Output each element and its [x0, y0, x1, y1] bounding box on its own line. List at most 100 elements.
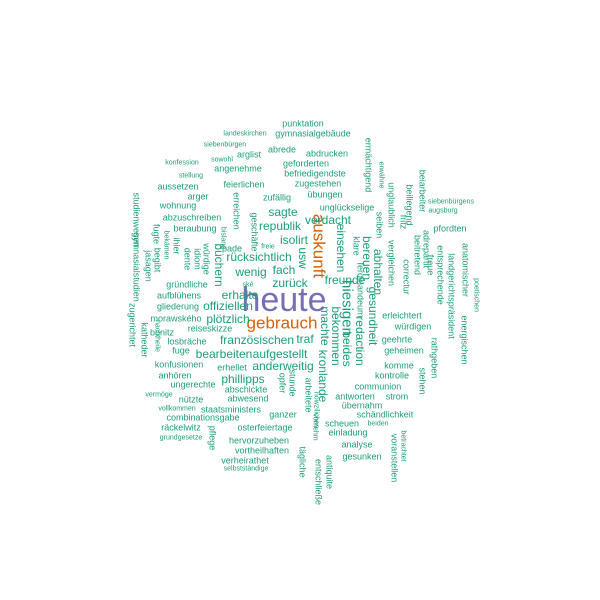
word: gymnasialstudien — [131, 232, 142, 302]
word: beitretend — [412, 234, 423, 276]
word: combinationsgabe — [166, 412, 240, 423]
word: sagte — [268, 205, 298, 219]
word: pfordten — [433, 223, 467, 234]
word: seiben — [374, 211, 385, 239]
word: correctur — [401, 259, 412, 295]
word: arglist — [236, 149, 262, 160]
word: arbeitete — [303, 377, 314, 413]
word: erleichtert — [382, 310, 422, 321]
word: ihier — [171, 237, 182, 255]
word: gliederung — [156, 301, 200, 312]
word: verheirathet — [221, 455, 269, 466]
word: fugte — [151, 223, 162, 245]
word: bonitz — [149, 327, 175, 338]
word: übungen — [307, 189, 343, 200]
word: staatsministers — [200, 404, 262, 415]
word: vermöge — [145, 391, 173, 399]
word: energischen — [459, 315, 470, 365]
word: geschäfte — [249, 212, 260, 252]
word: geehrte — [381, 334, 413, 345]
word: abwesend — [227, 393, 269, 404]
word: würdigen — [394, 321, 432, 332]
word: unglückselige — [319, 202, 375, 213]
word: phillipps — [221, 372, 265, 386]
word: analyse — [341, 439, 373, 450]
word: gymnasialgebäude — [275, 128, 351, 139]
word: erwähne — [377, 161, 385, 189]
word: beides — [340, 331, 354, 367]
word: vornehm — [311, 413, 319, 441]
word: antworten — [335, 391, 375, 402]
word: beraubung — [173, 223, 217, 234]
word: nützte — [178, 394, 204, 405]
word: redaction — [353, 316, 367, 366]
word: ungerechte — [170, 379, 216, 390]
word: gesundheit — [366, 286, 380, 346]
word: aussetzen — [157, 181, 199, 192]
word: selbstständige — [223, 465, 269, 473]
word: geforderten — [282, 158, 330, 169]
word: entsprechende — [435, 245, 446, 305]
word: ské — [242, 281, 254, 289]
word: unglaublich — [386, 182, 397, 228]
word: aufgestellt — [252, 347, 308, 361]
word: katheder — [139, 322, 150, 358]
word: punktation — [282, 118, 324, 129]
word: vollkommen — [158, 405, 196, 413]
word: wohnung — [159, 200, 197, 211]
word: fuge — [172, 345, 190, 356]
word: gesunken — [342, 451, 382, 462]
word: traf — [296, 332, 314, 346]
word: tägliche — [297, 446, 308, 478]
word: siebenbürgens — [428, 198, 474, 206]
word: ferdinandeum — [355, 262, 366, 318]
word: losbräche — [167, 336, 207, 347]
word: abdrucken — [305, 148, 349, 159]
word: schändlichkeit — [356, 409, 414, 420]
word: geheimen — [384, 345, 424, 356]
word: usw — [296, 247, 310, 269]
word: communion — [354, 381, 402, 392]
word: angenehme — [214, 163, 262, 174]
word: konfusionen — [154, 359, 204, 370]
word: dente — [182, 247, 193, 271]
word: abzuschreiben — [162, 212, 222, 223]
word: strom — [385, 391, 409, 402]
word: erhalte — [221, 288, 259, 302]
word: abschickte — [224, 384, 268, 395]
word: scheuen — [324, 418, 360, 429]
word: stehen — [417, 367, 428, 395]
word: bekämen — [162, 230, 170, 260]
word: jasagen — [143, 250, 154, 282]
word: arger — [187, 191, 209, 202]
word: räckelwitz — [161, 422, 201, 433]
word: verdacht — [304, 213, 352, 227]
word: stellung — [178, 172, 204, 180]
word: landgerichtspräsident — [446, 253, 457, 339]
word: poetischen — [472, 278, 480, 312]
word: augsburg — [428, 207, 458, 215]
word: hervorzuheben — [228, 435, 290, 446]
word: komme — [384, 360, 414, 371]
word: beiden — [367, 420, 389, 428]
word: antiquite — [324, 454, 335, 490]
word: entschließe — [313, 458, 324, 506]
word: fach — [272, 263, 296, 277]
word: gründliche — [166, 279, 208, 290]
word: wenig — [235, 265, 267, 279]
word: zugerichtet — [127, 302, 138, 348]
word: feierlichen — [223, 179, 265, 190]
word: rathgeben — [429, 337, 440, 379]
word: anatomischer — [460, 242, 471, 298]
word: französischen — [219, 333, 295, 347]
word: anhören — [158, 370, 192, 381]
word: voranstellen — [389, 433, 400, 483]
word: vortheilhaften — [234, 445, 290, 456]
word: einsehen — [334, 223, 348, 273]
word: kontrolle — [374, 370, 410, 381]
word: ermächtigend — [363, 137, 374, 193]
word: konfession — [165, 159, 199, 167]
word: morawského — [150, 313, 202, 324]
word: zugestehen — [294, 178, 342, 189]
